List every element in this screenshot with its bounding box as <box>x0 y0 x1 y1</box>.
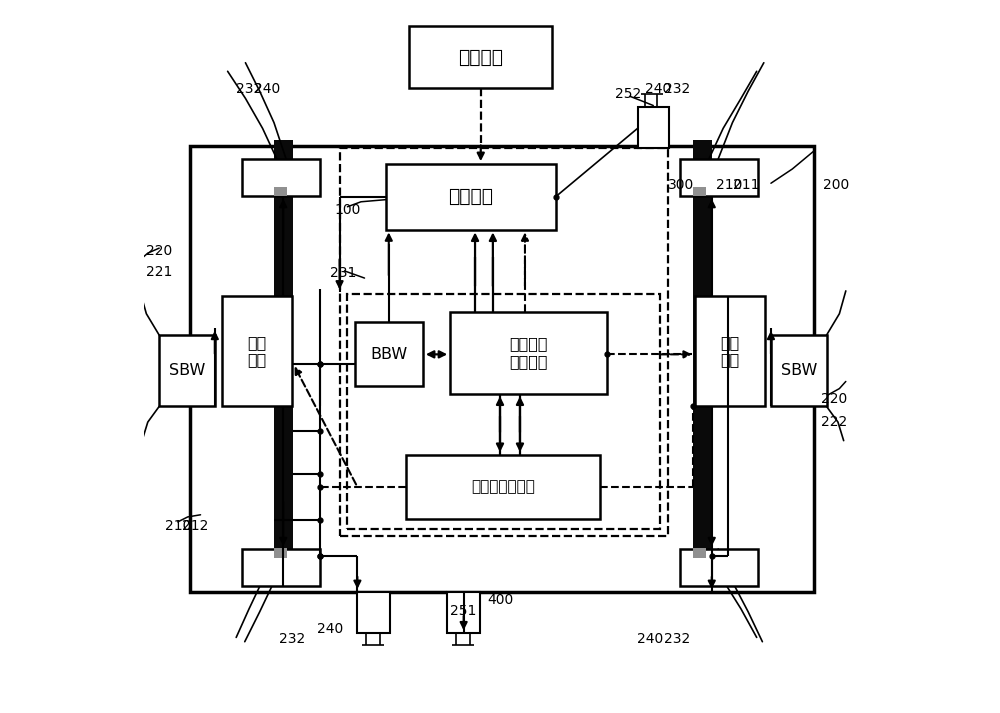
Text: 400: 400 <box>487 593 513 607</box>
Text: 211: 211 <box>733 178 760 193</box>
Text: SBW: SBW <box>169 363 205 379</box>
Text: 外部命令: 外部命令 <box>458 48 503 66</box>
Text: 231: 231 <box>330 266 356 280</box>
Text: 252: 252 <box>615 87 641 101</box>
Bar <box>695 296 765 406</box>
Bar <box>693 140 712 586</box>
Bar <box>355 322 423 386</box>
Bar <box>693 187 706 196</box>
Text: 240: 240 <box>645 82 671 96</box>
Bar <box>771 335 827 406</box>
Text: 232: 232 <box>664 632 690 646</box>
Bar <box>190 146 814 592</box>
Bar <box>222 296 292 406</box>
Bar <box>357 592 390 633</box>
Bar <box>242 549 320 586</box>
Bar <box>274 187 287 196</box>
Text: 210: 210 <box>716 178 743 193</box>
Text: 100: 100 <box>334 203 361 217</box>
Text: 232: 232 <box>279 632 305 646</box>
Text: 200: 200 <box>823 178 850 193</box>
Bar <box>680 549 758 586</box>
Text: 安全辅助控制器: 安全辅助控制器 <box>471 479 535 495</box>
Text: 212: 212 <box>182 519 208 533</box>
Bar <box>680 159 758 196</box>
Text: 232: 232 <box>236 82 262 96</box>
Text: 驱动
装置: 驱动 装置 <box>720 335 739 367</box>
Text: BBW: BBW <box>370 347 407 362</box>
Text: 210: 210 <box>165 519 191 533</box>
Bar <box>450 312 607 394</box>
Text: 域控制器: 域控制器 <box>448 188 493 206</box>
Text: 222: 222 <box>821 415 847 429</box>
Bar <box>386 164 556 230</box>
Bar <box>693 548 706 558</box>
Text: 240: 240 <box>254 82 281 96</box>
Bar <box>347 294 660 529</box>
Text: 220: 220 <box>821 392 847 406</box>
Text: 240: 240 <box>317 622 343 636</box>
Text: 221: 221 <box>146 265 172 279</box>
Text: 300: 300 <box>668 178 694 193</box>
Bar <box>242 159 320 196</box>
Bar <box>406 455 600 519</box>
Text: 251: 251 <box>450 604 476 618</box>
Bar <box>340 148 668 536</box>
Text: 240: 240 <box>637 632 663 646</box>
Text: 线控底盘
主控制器: 线控底盘 主控制器 <box>509 337 548 369</box>
Bar <box>447 592 480 633</box>
Bar <box>409 26 552 88</box>
Text: 220: 220 <box>146 244 172 258</box>
Text: 232: 232 <box>664 82 690 96</box>
Text: SBW: SBW <box>781 363 817 379</box>
Bar <box>274 140 293 586</box>
Bar <box>638 107 669 148</box>
Text: 驱动
装置: 驱动 装置 <box>247 335 266 367</box>
Bar <box>159 335 215 406</box>
Bar <box>274 548 287 558</box>
